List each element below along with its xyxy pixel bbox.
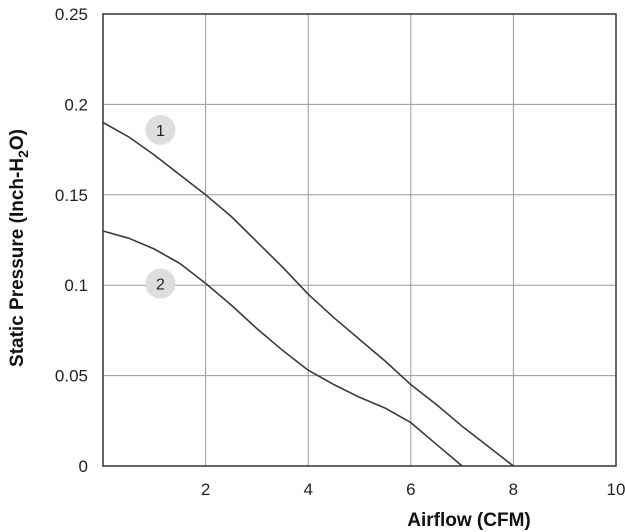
y-axis-title-subscript: 2 [15, 150, 31, 158]
y-tick-label: 0.05 [55, 367, 88, 386]
x-tick-label: 4 [303, 480, 312, 499]
x-axis-ticks: 2 4 6 8 10 [201, 480, 625, 499]
series-line-2 [102, 230, 463, 467]
series-callout-1: 1 [145, 114, 176, 145]
y-tick-label: 0.2 [64, 95, 88, 114]
plot-frame [102, 13, 617, 467]
y-axis-title-prefix: Static Pressure (Inch-H [7, 158, 28, 367]
series-layer [102, 121, 514, 467]
x-axis-title: Airflow (CFM) [407, 510, 530, 531]
y-axis-ticks: 0 0.05 0.1 0.15 0.2 0.25 [55, 5, 88, 476]
callout-badge [145, 114, 176, 145]
callout-label: 1 [156, 123, 165, 140]
y-tick-label: 0.1 [64, 276, 88, 295]
callout-label: 2 [156, 277, 165, 294]
y-tick-label: 0.25 [55, 5, 88, 24]
y-tick-label: 0.15 [55, 186, 88, 205]
y-tick-label: 0 [79, 457, 88, 476]
grid [103, 13, 617, 467]
y-axis-title-suffix: O) [7, 129, 28, 150]
callout-badge [145, 268, 176, 299]
callout-layer: 12 [145, 114, 176, 299]
x-tick-label: 8 [509, 480, 518, 499]
x-tick-label: 10 [607, 480, 625, 499]
y-axis-title: Static Pressure (Inch-H2O) [7, 129, 31, 367]
series-callout-2: 2 [145, 268, 176, 299]
x-tick-label: 2 [201, 480, 210, 499]
series-line-1 [102, 121, 514, 467]
x-tick-label: 6 [406, 480, 415, 499]
